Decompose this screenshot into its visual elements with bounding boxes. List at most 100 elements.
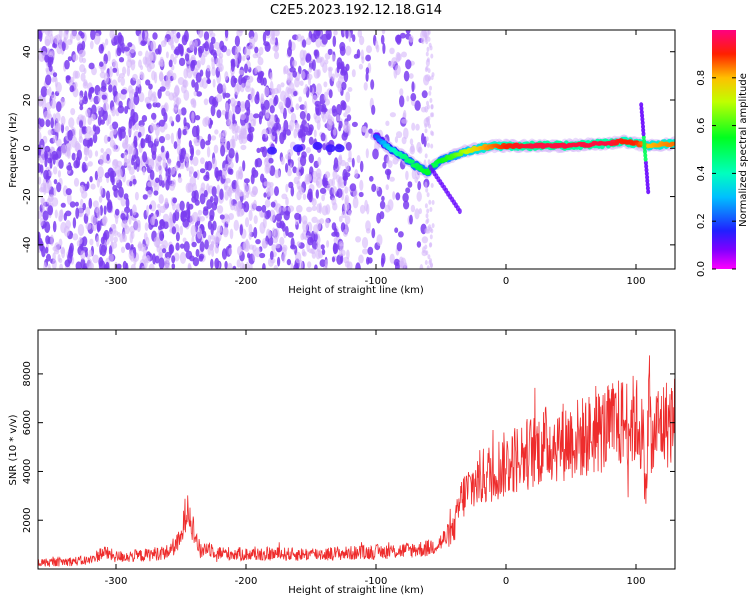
spectrogram-noise-cell: [255, 65, 262, 73]
spectrogram-noise-cell: [128, 119, 133, 129]
spectrogram-noise-cell: [399, 32, 406, 39]
spectrogram-noise-cell: [73, 177, 80, 187]
spectrogram-noise-cell: [83, 147, 88, 156]
spectrogram-noise-cell: [363, 82, 368, 91]
spectrogram-noise-cell: [416, 191, 422, 202]
spectrogram-noise-cell: [55, 112, 61, 123]
spectrogram-noise-cell: [425, 219, 429, 225]
spectrogram-trace-cell: [671, 141, 675, 146]
spectrogram-noise-cell: [190, 98, 196, 108]
spectrogram-noise-cell: [348, 210, 352, 217]
spectrogram-noise-cell: [196, 227, 202, 239]
spectrogram-noise-cell: [426, 46, 430, 52]
spectrogram-noise-cell: [326, 119, 333, 131]
spectrogram-noise-cell: [157, 88, 162, 99]
spectrogram-noise-cell: [340, 159, 346, 167]
spectrogram-noise-cell: [285, 196, 289, 206]
spectrogram-trace-cell: [457, 208, 462, 215]
spectrogram-noise-cell: [221, 167, 227, 179]
spectrogram-noise-cell: [345, 45, 352, 56]
spectrogram-noise-cell: [252, 249, 256, 262]
spectrogram-noise-cell: [73, 81, 78, 89]
spectrogram-noise-cell: [48, 64, 53, 72]
spectrogram-noise-cell: [140, 40, 147, 47]
spectrogram-noise-cell: [225, 102, 229, 113]
spectrogram-noise-cell: [195, 248, 200, 258]
spectrogram-noise-cell: [127, 85, 133, 94]
spectrogram-noise-cell: [340, 249, 346, 257]
spectrogram-noise-cell: [72, 217, 77, 229]
spectrogram-noise-cell: [162, 159, 167, 169]
spectrogram-noise-cell: [317, 156, 322, 166]
spectrogram-noise-cell: [339, 46, 346, 56]
spectrogram-noise-cell: [228, 110, 233, 122]
spectrogram-noise-cell: [425, 213, 429, 219]
spectrogram-noise-cell: [176, 32, 181, 39]
spectrogram-noise-cell: [111, 106, 116, 117]
spectrogram-noise-cell: [105, 148, 112, 157]
spectrogram-noise-cell: [401, 136, 407, 145]
spectrogram-noise-cell: [293, 263, 299, 269]
spectrogram-noise-cell: [332, 35, 337, 47]
spectrogram-noise-cell: [88, 89, 92, 100]
spectrogram-noise-cell: [314, 100, 322, 107]
spectrogram-noise-cell: [54, 76, 58, 88]
spectrogram-noise-cell: [327, 48, 333, 56]
spectrogram-noise-cell: [418, 146, 423, 154]
spectrogram-noise-cell: [123, 151, 128, 162]
spectrogram-noise-cell: [253, 215, 258, 225]
spectrogram-noise-cell: [159, 124, 166, 133]
spectrogram-noise-cell: [248, 263, 253, 269]
spectrogram-noise-cell: [107, 114, 112, 125]
spectrogram-noise-cell: [43, 262, 47, 269]
spectrogram-noise-cell: [414, 208, 420, 220]
spectrogram-noise-cell: [306, 73, 313, 81]
spectrogram-noise-cell: [324, 259, 328, 267]
spectrogram-noise-cell: [227, 262, 233, 269]
spectrogram-noise-cell: [40, 86, 48, 98]
spectrogram-noise-cell: [427, 254, 431, 260]
spectrogram-noise-cell: [228, 148, 235, 159]
spectrogram-noise-cell: [290, 244, 296, 250]
spectrogram-noise-cell: [109, 66, 113, 78]
spectrogram-noise-cell: [173, 252, 180, 262]
spectrogram-noise-cell: [167, 38, 174, 46]
spectrogram-noise-cell: [283, 94, 287, 106]
spectrogram-trace-cell: [312, 141, 323, 150]
spectrogram-noise-cell: [96, 220, 102, 232]
spectrogram-noise-cell: [289, 67, 296, 73]
spectrogram-noise-cell: [206, 160, 213, 171]
spectrogram-noise-cell: [239, 168, 243, 180]
spectrogram-noise-cell: [46, 253, 51, 262]
spectrogram-noise-cell: [369, 175, 374, 182]
spectrogram-noise-cell: [94, 170, 98, 181]
spectrogram-noise-cell: [264, 199, 271, 208]
spectrogram-noise-cell: [310, 248, 316, 255]
spectrogram-noise-cell: [406, 95, 410, 102]
spectrogram-noise-cell: [275, 203, 282, 214]
spectrogram-noise-cell: [260, 102, 265, 111]
spectrogram-noise-cell: [39, 187, 45, 193]
spectrogram-trace-cell: [408, 159, 415, 164]
spectrogram-noise-cell: [44, 158, 48, 168]
spectrogram-noise-cell: [41, 30, 45, 34]
spectrogram-noise-cell: [269, 105, 275, 114]
spectrogram-noise-cell: [75, 261, 82, 269]
spectrogram-noise-cell: [163, 37, 168, 45]
spectrogram-noise-cell: [287, 231, 294, 238]
spectrogram-noise-cell: [253, 227, 258, 239]
spectrogram-noise-cell: [424, 34, 428, 40]
spectrogram-noise-cell: [312, 59, 316, 71]
spectrogram-noise-cell: [47, 30, 53, 37]
spectrogram-noise-cell: [250, 92, 254, 103]
spectrogram-noise-cell: [405, 170, 409, 181]
spectrogram-noise-cell: [52, 220, 57, 233]
spectrogram-noise-cell: [179, 225, 183, 236]
spectrogram-noise-cell: [332, 186, 337, 195]
spectrogram-noise-cell: [179, 46, 184, 55]
spectrogram-noise-cell: [120, 89, 127, 95]
spectrogram-noise-cell: [76, 34, 81, 41]
spectrogram-noise-cell: [430, 130, 434, 136]
spectrogram-noise-cell: [217, 225, 223, 234]
